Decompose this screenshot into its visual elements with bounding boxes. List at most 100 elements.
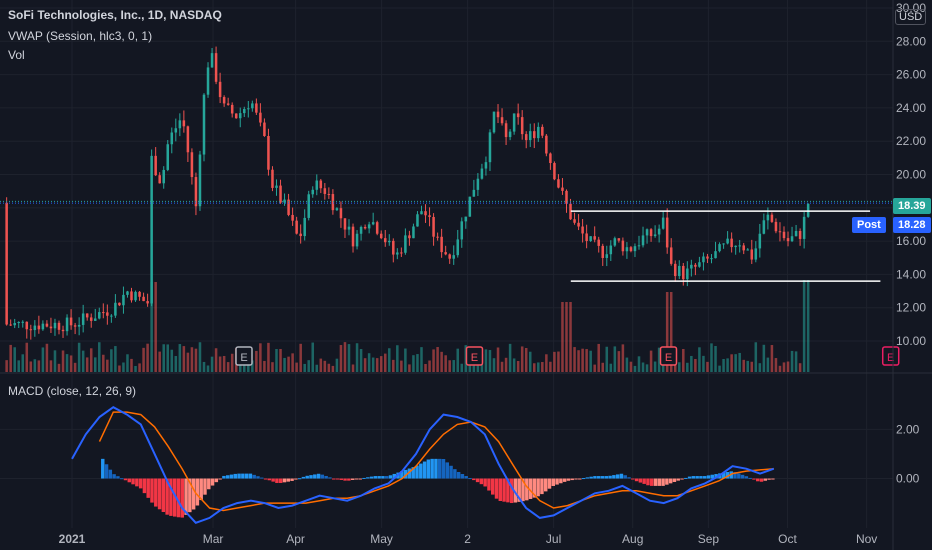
volume-bar — [468, 361, 472, 372]
volume-bar — [698, 347, 701, 372]
volume-bar — [118, 365, 121, 372]
candle-body — [303, 217, 306, 237]
price-axis[interactable]: 10.0012.0014.0016.0018.0020.0022.0024.00… — [896, 1, 926, 486]
candle-body — [682, 265, 685, 280]
volume-bar — [657, 347, 661, 372]
volume-bar — [214, 348, 218, 372]
candle-body — [359, 226, 363, 234]
symbol-title[interactable]: SoFi Technologies, Inc., 1D, NASDAQ — [8, 8, 222, 22]
macd-legend[interactable]: MACD (close, 12, 26, 9) — [8, 384, 137, 398]
candle-body — [41, 323, 45, 330]
candle-body — [238, 113, 242, 119]
candle-body — [17, 322, 20, 324]
candle-body — [754, 248, 758, 260]
earnings-marker[interactable] — [465, 346, 484, 366]
macd-histogram-bar — [271, 478, 275, 482]
volume-bar — [323, 360, 327, 372]
volume-bar — [577, 350, 580, 372]
volume-bar — [613, 346, 617, 372]
volume-bar — [722, 358, 725, 372]
volume-bar — [472, 365, 476, 372]
candle-body — [649, 229, 653, 237]
macd-histogram-bar — [672, 478, 677, 482]
macd-histogram-bar — [763, 478, 768, 481]
macd-histogram-bar — [464, 476, 468, 479]
volume-bar — [263, 360, 266, 372]
volume-bar — [440, 351, 443, 372]
candle-body — [593, 236, 596, 240]
candle-body — [790, 236, 794, 242]
macd-histogram-bar — [422, 461, 427, 479]
candle-body — [323, 188, 327, 194]
candle-body — [557, 179, 560, 188]
macd-histogram-bar — [456, 471, 461, 479]
candle-body — [802, 216, 806, 239]
volume-bar — [436, 347, 439, 372]
candle-body — [134, 291, 137, 301]
time-axis[interactable]: 2021 Mar Apr May 2 Jul Aug Sep Oct Nov — [59, 532, 878, 546]
macd-histogram-bar — [260, 477, 264, 479]
candle-body — [29, 329, 33, 331]
candle-body — [464, 216, 468, 222]
volume-bar — [73, 362, 77, 372]
macd-histogram-bar — [316, 473, 321, 479]
volume-bar — [375, 358, 379, 372]
macd-histogram-bar — [441, 459, 446, 479]
macd-histogram-bar — [229, 474, 234, 479]
volume-bar — [126, 354, 129, 372]
earnings-marker[interactable] — [881, 346, 900, 366]
volume-bar — [331, 365, 335, 372]
candle-body — [307, 194, 310, 218]
volume-bar — [202, 361, 206, 372]
macd-histogram-bar — [138, 478, 143, 489]
volume-bar — [617, 351, 621, 372]
trend-lines[interactable] — [570, 210, 881, 282]
candle-body — [259, 112, 262, 123]
candle-body — [541, 126, 544, 136]
volume-bar — [194, 348, 198, 372]
earnings-marker[interactable] — [235, 346, 253, 366]
volume-bar — [307, 360, 310, 372]
macd-histogram-bar — [650, 478, 654, 486]
volume-bar — [178, 344, 182, 372]
volume-bar — [782, 362, 786, 372]
candle-body — [500, 117, 504, 124]
volume-bar — [303, 363, 306, 372]
macd-histogram-bar — [661, 478, 665, 486]
macd-histogram-bar — [513, 478, 518, 503]
volume-bar — [174, 356, 178, 372]
macd-histogram-bar — [619, 473, 624, 479]
volume-bar — [633, 365, 637, 372]
macd-histogram-bar — [475, 478, 480, 483]
macd-histogram-bar — [294, 478, 298, 480]
candle-body — [130, 291, 133, 301]
candle-body — [456, 239, 460, 256]
earnings-marker[interactable] — [659, 346, 678, 366]
time-tick-label: Apr — [286, 532, 305, 546]
candle-body — [178, 120, 182, 129]
candle-body — [569, 203, 572, 220]
macd-histogram-bar — [600, 476, 605, 479]
vwap-legend[interactable]: VWAP (Session, hlc3, 0, 1) — [8, 29, 153, 43]
macd-histogram-bar — [188, 478, 192, 513]
vol-legend[interactable]: Vol — [8, 48, 25, 62]
volume-bar — [609, 363, 613, 372]
volume-bar — [69, 355, 73, 372]
time-tick-label: May — [370, 532, 393, 546]
macd-histogram-bar — [286, 478, 290, 482]
macd-histogram-bar — [214, 478, 219, 483]
candle-body — [581, 226, 584, 234]
volume-bar — [702, 355, 705, 372]
candle-body — [295, 220, 298, 234]
signal-line — [98, 411, 774, 512]
candle-body — [496, 111, 500, 118]
candle-body — [778, 231, 782, 233]
volume-bar — [581, 348, 584, 372]
currency-button[interactable]: USD — [895, 9, 927, 25]
candle-body — [271, 169, 274, 188]
macd-histogram-bar — [282, 478, 287, 483]
macd-histogram-bar — [638, 478, 643, 483]
candle-body — [73, 325, 77, 327]
